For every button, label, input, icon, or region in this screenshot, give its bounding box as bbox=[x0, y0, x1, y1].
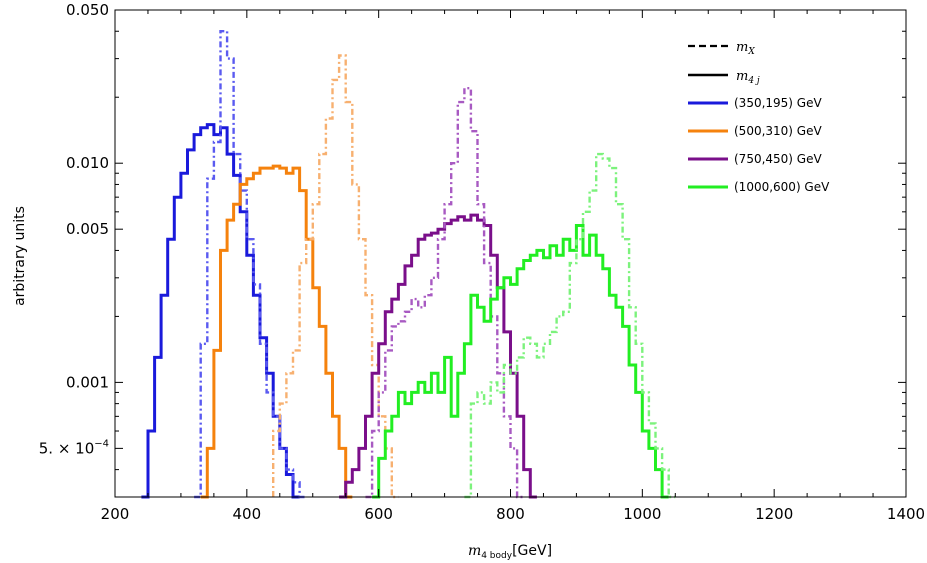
y-tick-label-base: 5. × 10 bbox=[39, 439, 95, 457]
x-tick-label-1000: 1000 bbox=[623, 505, 661, 523]
y-tick-label-2: 0.005 bbox=[66, 220, 109, 238]
legend: mX m4 j (350,195) GeV (500,310) GeV (750… bbox=[688, 40, 830, 194]
y-axis-title: arbitrary units bbox=[12, 206, 28, 306]
y-tick-label-exponent: −4 bbox=[94, 438, 109, 449]
y-tick-label-3: 0.010 bbox=[66, 154, 109, 172]
ticks-layer: 200 400 600 800 1000 1200 1400 5. × 10−4 0.001 0.… bbox=[39, 1, 925, 523]
series-layer bbox=[141, 30, 676, 499]
series-dashed-5 bbox=[365, 87, 524, 499]
x-axis-title: m4 body[GeV] bbox=[468, 543, 552, 561]
series-solid-6 bbox=[372, 224, 669, 499]
series-solid-4 bbox=[339, 213, 537, 499]
x-tick-label-200: 200 bbox=[101, 505, 130, 523]
legend-entry-solid: m4 j bbox=[688, 69, 760, 86]
y-tick-label-1: 0.001 bbox=[66, 373, 109, 391]
legend-label-500-310: (500,310) GeV bbox=[734, 124, 822, 138]
legend-entry-500-310: (500,310) GeV bbox=[688, 124, 822, 138]
legend-label-1000-600: (1000,600) GeV bbox=[734, 180, 830, 194]
legend-entry-350-195: (350,195) GeV bbox=[688, 96, 822, 110]
x-tick-label-1400: 1400 bbox=[887, 505, 925, 523]
legend-label-750-450: (750,450) GeV bbox=[734, 152, 822, 166]
legend-label-350-195: (350,195) GeV bbox=[734, 96, 822, 110]
series-dashed-3 bbox=[272, 54, 399, 499]
legend-entry-750-450: (750,450) GeV bbox=[688, 152, 822, 166]
y-tick-label-0: 5. × 10−4 bbox=[39, 438, 109, 457]
series-solid-2 bbox=[200, 164, 353, 499]
legend-entry-dashed: mX bbox=[688, 40, 755, 57]
series-dashed-7 bbox=[464, 152, 676, 499]
legend-label-solid: m4 j bbox=[736, 69, 760, 86]
x-tick-label-1200: 1200 bbox=[755, 505, 793, 523]
legend-entry-1000-600: (1000,600) GeV bbox=[688, 180, 830, 194]
series-dashed-1 bbox=[194, 30, 307, 499]
legend-label-dashed: mX bbox=[736, 40, 755, 57]
x-tick-label-800: 800 bbox=[496, 505, 525, 523]
y-tick-label-4: 0.050 bbox=[66, 1, 109, 19]
x-tick-label-400: 400 bbox=[233, 505, 262, 523]
x-tick-label-600: 600 bbox=[364, 505, 393, 523]
